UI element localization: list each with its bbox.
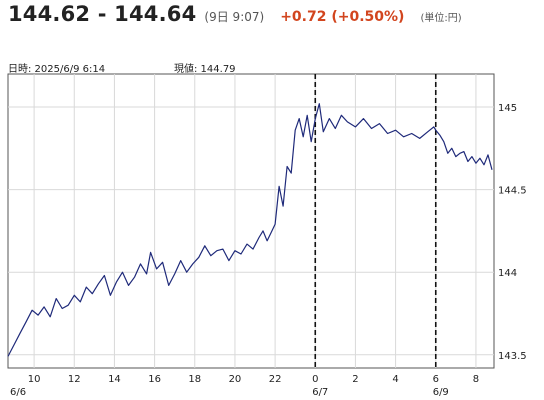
x-tick-label: 10 xyxy=(28,374,41,385)
x-tick-label: 6 xyxy=(433,374,439,385)
date-label: 6/7 xyxy=(312,387,328,398)
unit-label: (単位:円) xyxy=(420,13,462,24)
current-value-readout: 現値: 144.79 xyxy=(174,64,236,75)
rate-range: 144.62 - 144.64 xyxy=(8,2,197,26)
x-tick-label: 8 xyxy=(473,374,479,385)
x-tick-label: 2 xyxy=(352,374,358,385)
x-tick-label: 4 xyxy=(392,374,398,385)
date-labels: 6/6 6/7 6/9 xyxy=(10,387,449,398)
y-tick-label: 143.5 xyxy=(498,351,527,362)
y-tick-label: 144 xyxy=(498,268,517,279)
y-tick-label: 145 xyxy=(498,103,517,114)
as-of-time: (9日 9:07) xyxy=(204,10,265,24)
plot-frame xyxy=(7,73,495,369)
y-axis-labels: 143.5 144 144.5 145 xyxy=(498,103,527,362)
x-tick-label: 20 xyxy=(229,374,242,385)
quote-header: 144.62 - 144.64 (9日 9:07) +0.72 (+0.50%)… xyxy=(8,2,462,36)
x-tick-label: 14 xyxy=(108,374,121,385)
date-label: 6/6 xyxy=(10,387,26,398)
x-tick-label: 0 xyxy=(312,374,318,385)
x-tick-label: 12 xyxy=(68,374,81,385)
x-axis-labels: 10 12 14 16 18 20 22 0 2 4 6 8 xyxy=(28,374,479,385)
date-separator-lines xyxy=(314,74,437,368)
date-label: 6/9 xyxy=(433,387,449,398)
cursor-time-readout: 日時: 2025/6/9 6:14 xyxy=(8,64,106,75)
price-change: +0.72 (+0.50%) xyxy=(280,9,405,25)
series-line xyxy=(7,103,493,357)
grid-lines xyxy=(8,74,494,368)
x-tick-label: 16 xyxy=(148,374,161,385)
y-tick-label: 144.5 xyxy=(498,186,527,197)
x-tick-label: 22 xyxy=(269,374,282,385)
x-tick-label: 18 xyxy=(188,374,201,385)
